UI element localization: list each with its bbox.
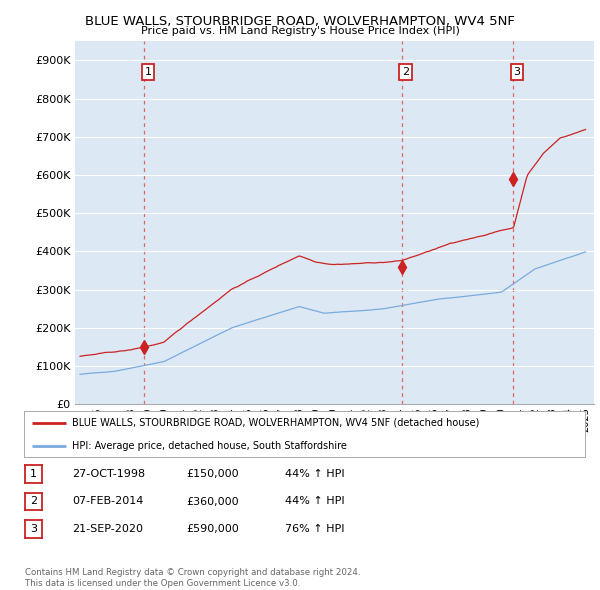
Text: 44% ↑ HPI: 44% ↑ HPI (285, 497, 344, 506)
Text: 1: 1 (30, 469, 37, 478)
Text: 1: 1 (145, 67, 151, 77)
Text: BLUE WALLS, STOURBRIDGE ROAD, WOLVERHAMPTON, WV4 5NF (detached house): BLUE WALLS, STOURBRIDGE ROAD, WOLVERHAMP… (71, 418, 479, 428)
Text: 3: 3 (514, 67, 520, 77)
Text: £360,000: £360,000 (186, 497, 239, 506)
Text: 2: 2 (402, 67, 409, 77)
Text: £590,000: £590,000 (186, 525, 239, 534)
Text: Price paid vs. HM Land Registry's House Price Index (HPI): Price paid vs. HM Land Registry's House … (140, 26, 460, 36)
Text: 27-OCT-1998: 27-OCT-1998 (72, 469, 145, 478)
Text: Contains HM Land Registry data © Crown copyright and database right 2024.
This d: Contains HM Land Registry data © Crown c… (25, 568, 361, 588)
Text: 44% ↑ HPI: 44% ↑ HPI (285, 469, 344, 478)
Text: HPI: Average price, detached house, South Staffordshire: HPI: Average price, detached house, Sout… (71, 441, 347, 451)
Text: BLUE WALLS, STOURBRIDGE ROAD, WOLVERHAMPTON, WV4 5NF: BLUE WALLS, STOURBRIDGE ROAD, WOLVERHAMP… (85, 15, 515, 28)
Text: 21-SEP-2020: 21-SEP-2020 (72, 525, 143, 534)
Text: 76% ↑ HPI: 76% ↑ HPI (285, 525, 344, 534)
Text: 07-FEB-2014: 07-FEB-2014 (72, 497, 143, 506)
Text: £150,000: £150,000 (186, 469, 239, 478)
Text: 3: 3 (30, 525, 37, 534)
Text: 2: 2 (30, 497, 37, 506)
